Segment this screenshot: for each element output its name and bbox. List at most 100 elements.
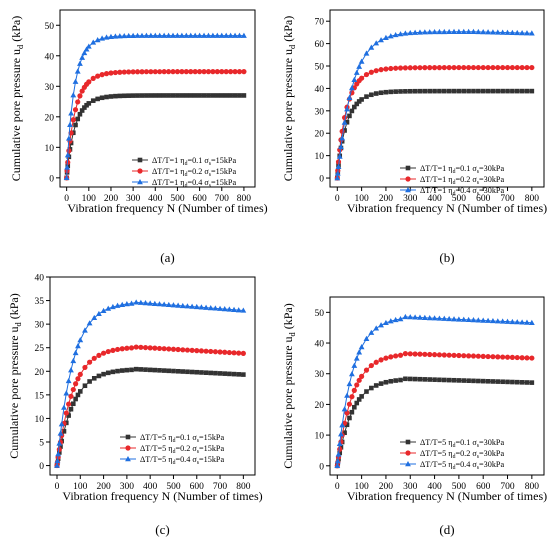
data-point [504, 29, 511, 35]
data-point [403, 376, 408, 382]
y-tick-label: 0 [319, 175, 324, 185]
data-point [455, 316, 462, 322]
data-point [412, 351, 418, 357]
data-point [348, 371, 355, 377]
data-point [192, 69, 198, 75]
data-point [188, 69, 194, 75]
x-axis-label: Vibration frequency N (Number of times) [347, 201, 547, 215]
data-point [383, 89, 389, 95]
data-point [179, 93, 185, 98]
panel-d: 0 100 200 300 400 500 600 700 800 0 10 20 30 40 50 Vibr… [281, 296, 547, 537]
data-point [152, 93, 158, 98]
plot-frame [329, 9, 545, 188]
data-point [121, 32, 128, 39]
data-point [495, 64, 501, 71]
data-point [222, 371, 228, 376]
data-point [500, 379, 505, 385]
data-point [203, 348, 209, 354]
data-point [241, 32, 247, 38]
data-point [363, 50, 370, 56]
data-point [500, 88, 505, 94]
x-tick-label: 200 [104, 194, 119, 204]
data-point [405, 176, 411, 182]
data-point [354, 382, 360, 388]
series-line [336, 67, 532, 179]
data-point [61, 404, 67, 410]
x-tick-label: 700 [500, 482, 515, 492]
data-point [205, 32, 212, 38]
data-point [341, 119, 348, 125]
legend-entry: ΔT/T=5 ηd=0.2 σs=15kPa [140, 444, 224, 455]
data-point [335, 159, 342, 165]
data-point [110, 347, 116, 353]
x-tick-label: 600 [476, 194, 491, 204]
y-tick-label: 40 [315, 340, 325, 350]
data-point [460, 316, 467, 322]
data-point [509, 64, 515, 71]
data-point [441, 64, 447, 71]
data-point [82, 383, 88, 389]
y-tick-label: 35 [35, 297, 45, 307]
x-tick-label: 100 [354, 194, 369, 204]
data-point [336, 153, 343, 159]
x-tick-label: 800 [525, 482, 540, 492]
data-point [446, 377, 452, 383]
data-point [412, 88, 418, 94]
data-point [128, 300, 135, 306]
data-point [212, 305, 219, 311]
data-point [524, 30, 530, 36]
x-tick-label: 0 [55, 482, 60, 492]
data-point [101, 371, 106, 377]
data-point [378, 322, 384, 328]
data-point [142, 344, 149, 351]
data-point [170, 346, 177, 352]
data-point [222, 349, 228, 355]
legend-entry: ΔT/T=5 ηd=0.2 σs=30kPa [420, 449, 504, 460]
data-point [383, 355, 389, 361]
data-point [403, 89, 408, 94]
data-point [471, 378, 476, 384]
series-3 [334, 313, 535, 468]
data-point [412, 376, 418, 382]
data-point [133, 344, 139, 350]
data-point [112, 33, 119, 39]
data-point [407, 351, 413, 357]
data-point [75, 116, 81, 122]
data-point [504, 64, 511, 71]
data-point [157, 368, 162, 373]
data-point [134, 69, 141, 75]
data-point [431, 65, 438, 71]
data-point [373, 40, 380, 46]
data-point [79, 54, 86, 60]
data-point [90, 98, 96, 103]
data-point [156, 301, 163, 307]
data-point [514, 379, 520, 385]
data-point [174, 32, 181, 38]
data-point [436, 28, 443, 35]
data-point [475, 64, 481, 71]
data-point [137, 157, 143, 163]
data-point [170, 32, 176, 38]
data-point [100, 350, 107, 356]
data-point [405, 187, 411, 193]
data-point [63, 390, 70, 396]
data-point [117, 93, 123, 99]
y-tick-label: 30 [315, 107, 325, 117]
data-point [56, 440, 63, 446]
data-point [231, 371, 237, 377]
data-point [112, 69, 118, 76]
data-point [187, 32, 194, 38]
data-point [70, 92, 77, 98]
data-point [81, 49, 88, 56]
legend-entry: ΔT/T=5 ηd=0.1 σs=15kPa [140, 433, 224, 444]
data-point [178, 32, 185, 38]
data-point [446, 315, 453, 322]
data-point [180, 369, 186, 374]
data-point [510, 379, 515, 385]
data-point [148, 69, 154, 75]
data-point [359, 97, 364, 102]
data-point [189, 303, 196, 309]
data-point [85, 43, 92, 49]
